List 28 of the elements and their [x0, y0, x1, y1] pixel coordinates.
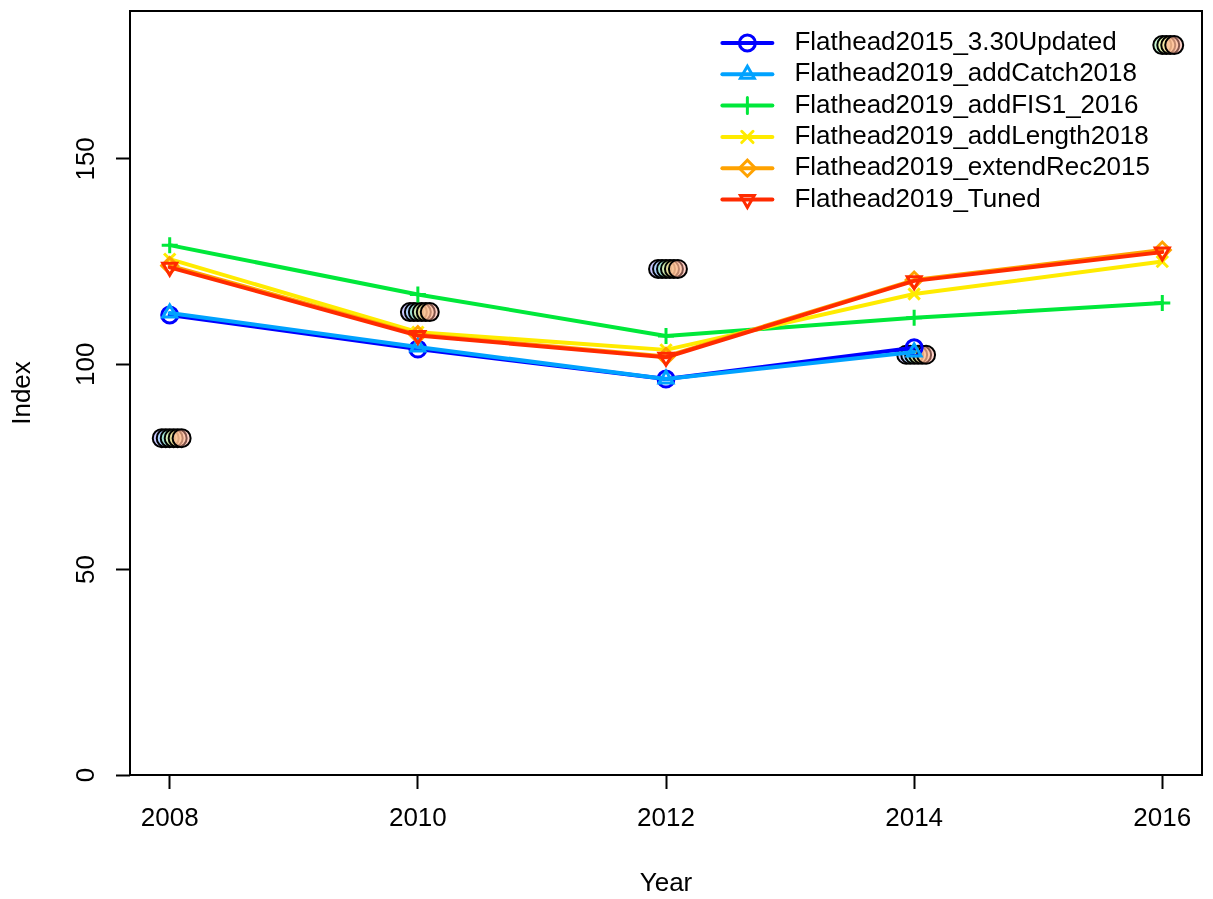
point	[657, 351, 675, 367]
x-tick-label: 2010	[388, 801, 447, 832]
point	[409, 330, 427, 345]
x-axis-title: Year	[639, 866, 693, 897]
point	[161, 303, 179, 319]
point	[408, 284, 428, 304]
y-tick-label: 100	[70, 342, 101, 386]
x-tick-label: 2016	[1133, 801, 1192, 832]
y-tick-label: 150	[70, 137, 101, 181]
y-axis-title: Index	[5, 361, 36, 425]
point	[1153, 246, 1171, 262]
y-tick-label: 50	[70, 555, 101, 585]
point	[656, 326, 676, 346]
point	[160, 235, 180, 255]
x-tick-label: 2008	[140, 801, 199, 832]
legend-label: Flathead2019_extendRec2015	[794, 151, 1150, 182]
legend-label: Flathead2019_addCatch2018	[794, 57, 1137, 88]
legend-label: Flathead2015_3.30Updated	[794, 26, 1117, 57]
legend-label: Flathead2019_addLength2018	[794, 120, 1149, 151]
legend-label: Flathead2019_addFIS1_2016	[794, 88, 1139, 119]
legend-label: Flathead2019_Tuned	[794, 182, 1041, 213]
x-tick-label: 2012	[637, 801, 695, 832]
y-tick-label: 0	[70, 767, 101, 783]
point	[904, 308, 924, 328]
x-tick-label: 2014	[885, 801, 944, 832]
point	[1152, 293, 1172, 313]
point	[906, 286, 922, 302]
point	[161, 261, 179, 277]
